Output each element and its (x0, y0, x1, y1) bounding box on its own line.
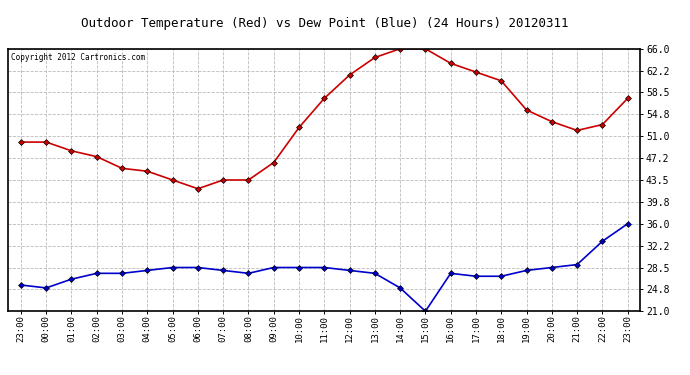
Text: Outdoor Temperature (Red) vs Dew Point (Blue) (24 Hours) 20120311: Outdoor Temperature (Red) vs Dew Point (… (81, 17, 568, 30)
Text: Copyright 2012 Cartronics.com: Copyright 2012 Cartronics.com (12, 53, 146, 62)
